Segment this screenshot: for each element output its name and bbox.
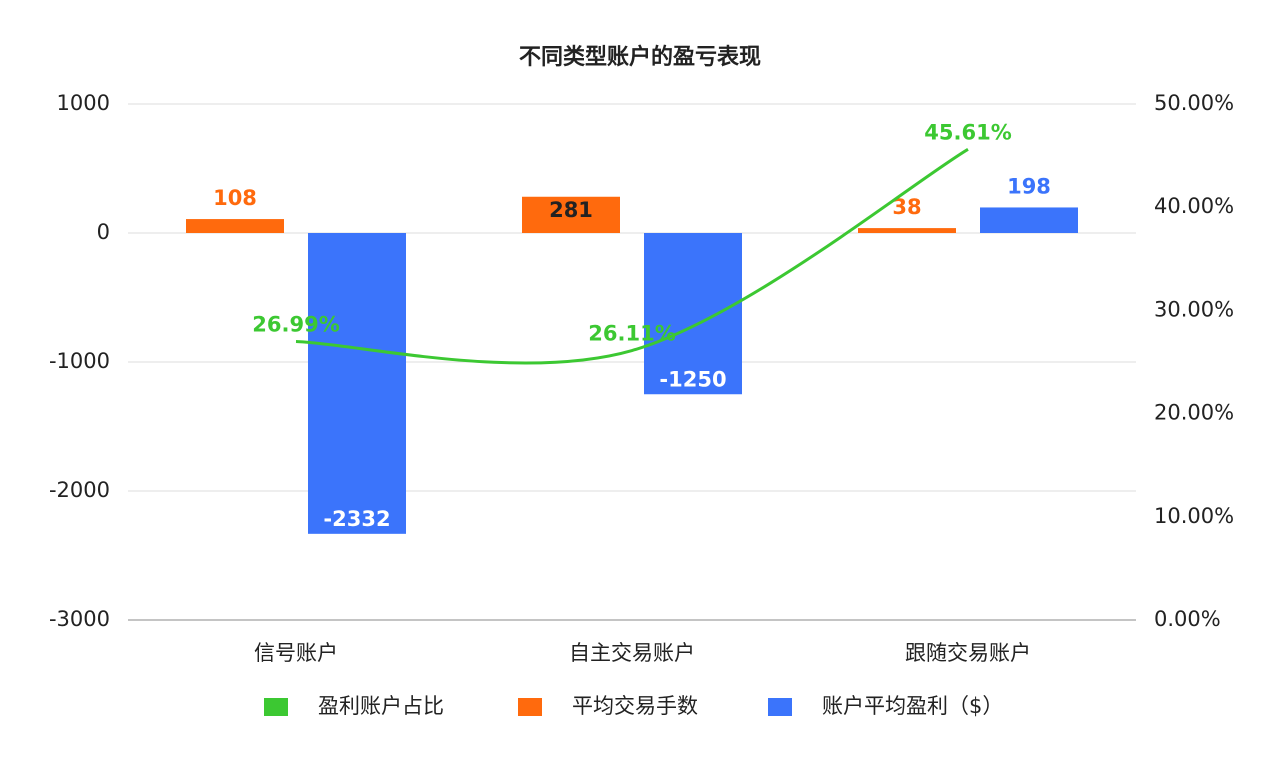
bar (308, 233, 406, 534)
data-label: 198 (1007, 174, 1051, 198)
y-tick-label: 0 (97, 220, 110, 244)
legend-marker (518, 698, 542, 716)
y2-tick-label: 10.00% (1154, 504, 1234, 528)
legend-label: 盈利账户占比 (318, 694, 444, 718)
x-tick-label: 自主交易账户 (569, 641, 695, 665)
y2-tick-label: 30.00% (1154, 297, 1234, 321)
y-tick-label: -2000 (49, 478, 110, 502)
data-label: -2332 (323, 507, 390, 531)
y2-tick-label: 20.00% (1154, 401, 1234, 425)
y2-tick-label: 50.00% (1154, 91, 1234, 115)
data-label: 45.61% (924, 120, 1011, 144)
bar (522, 196, 620, 233)
x-tick-label: 信号账户 (254, 641, 338, 665)
x-tick-label: 跟随交易账户 (905, 641, 1031, 665)
y-tick-label: -1000 (49, 349, 110, 373)
legend-marker (768, 698, 792, 716)
bar (858, 228, 956, 233)
y2-tick-label: 40.00% (1154, 194, 1234, 218)
legend-marker (264, 698, 288, 716)
line (295, 148, 969, 365)
y-tick-label: -3000 (49, 607, 110, 631)
chart-title: 不同类型账户的盈亏表现 (519, 44, 761, 70)
y2-tick-label: 0.00% (1154, 607, 1221, 631)
legend-label: 账户平均盈利（$） (822, 694, 1003, 718)
legend-label: 平均交易手数 (572, 694, 698, 718)
bar (186, 219, 284, 233)
data-label: 26.99% (252, 312, 339, 336)
bar (644, 233, 742, 395)
data-label: 26.11% (588, 322, 675, 346)
data-label: 108 (213, 186, 257, 210)
data-label: -1250 (659, 367, 726, 391)
bar (980, 207, 1078, 233)
data-label: 281 (549, 198, 593, 222)
y-tick-label: 1000 (57, 91, 110, 115)
